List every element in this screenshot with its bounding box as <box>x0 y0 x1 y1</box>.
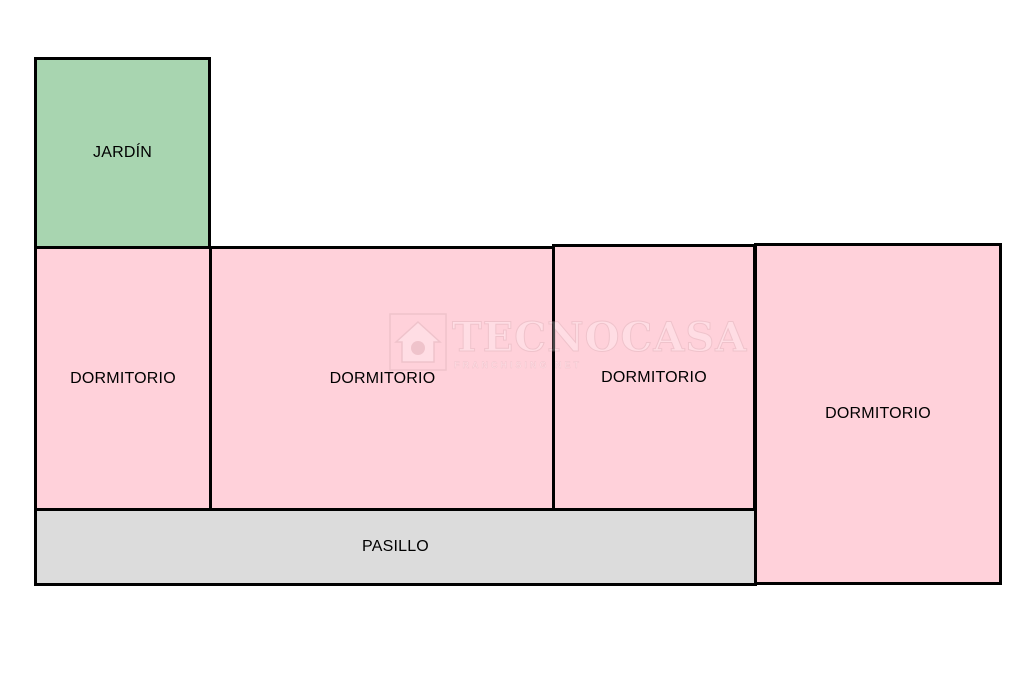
room-bedroom-2: DORMITORIO <box>209 246 556 511</box>
room-bedroom-3: DORMITORIO <box>552 244 756 511</box>
room-hallway: PASILLO <box>34 508 757 586</box>
room-garden: JARDÍN <box>34 57 211 249</box>
room-bedroom-4-label: DORMITORIO <box>825 405 931 422</box>
room-bedroom-3-label: DORMITORIO <box>601 368 707 386</box>
room-hallway-label: PASILLO <box>362 538 429 555</box>
room-bedroom-2-label: DORMITORIO <box>329 369 436 387</box>
room-bedroom-4: DORMITORIO <box>754 243 1002 585</box>
room-bedroom-1-label: DORMITORIO <box>70 369 176 387</box>
room-bedroom-1: DORMITORIO <box>34 246 212 511</box>
room-garden-label: JARDÍN <box>93 144 152 161</box>
